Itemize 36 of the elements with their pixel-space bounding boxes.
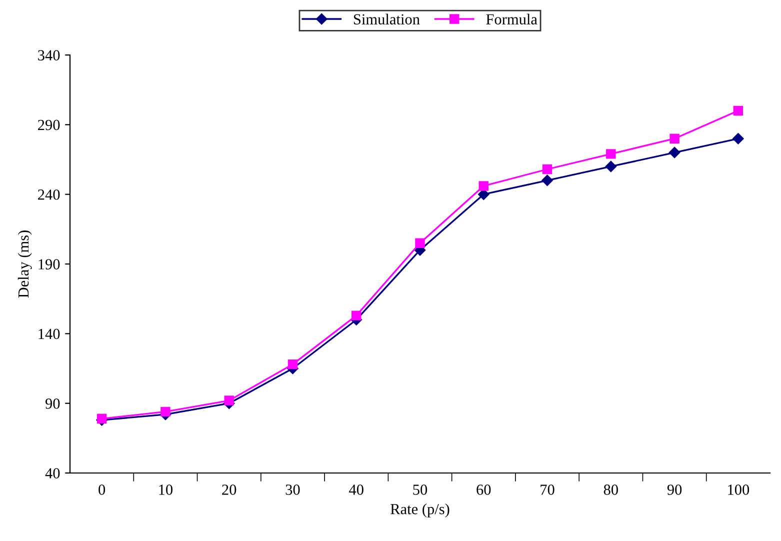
legend-label: Formula <box>486 14 538 24</box>
point <box>160 406 170 417</box>
point <box>733 106 744 116</box>
point <box>478 181 488 191</box>
x-tick-label: 30 <box>286 484 300 495</box>
point <box>542 174 553 186</box>
x-tick-label: 100 <box>728 484 750 495</box>
point <box>415 238 425 248</box>
x-tick-label: 40 <box>349 484 364 495</box>
y-tick-label: 140 <box>38 328 60 340</box>
point <box>606 149 616 159</box>
point <box>605 160 617 172</box>
x-axis-title: Rate (p/s) <box>390 504 450 518</box>
x-tick-label: 70 <box>540 484 554 495</box>
point <box>732 132 744 144</box>
x-tick-label: 90 <box>667 484 682 495</box>
y-tick-label: 340 <box>38 50 60 60</box>
point <box>352 310 362 320</box>
y-tick-label: 40 <box>45 468 60 478</box>
legend-label: Simulation <box>354 14 420 24</box>
x-tick-label: 10 <box>159 484 173 495</box>
x-tick-label: 60 <box>476 484 491 495</box>
y-tick-label: 290 <box>38 120 60 130</box>
point <box>288 359 298 370</box>
x-tick-label: 80 <box>604 484 618 495</box>
x-tick-label: 50 <box>413 484 428 495</box>
x-tick-label: 20 <box>222 484 236 495</box>
y-tick-label: 90 <box>45 398 60 409</box>
point <box>542 164 552 174</box>
y-tick-label: 190 <box>38 259 60 270</box>
y-axis-title: Delay (ms) <box>18 230 32 298</box>
point <box>224 396 234 406</box>
x-tick-label: 0 <box>98 484 106 495</box>
y-tick-label: 240 <box>38 189 60 200</box>
point <box>670 134 680 144</box>
point <box>668 146 680 158</box>
